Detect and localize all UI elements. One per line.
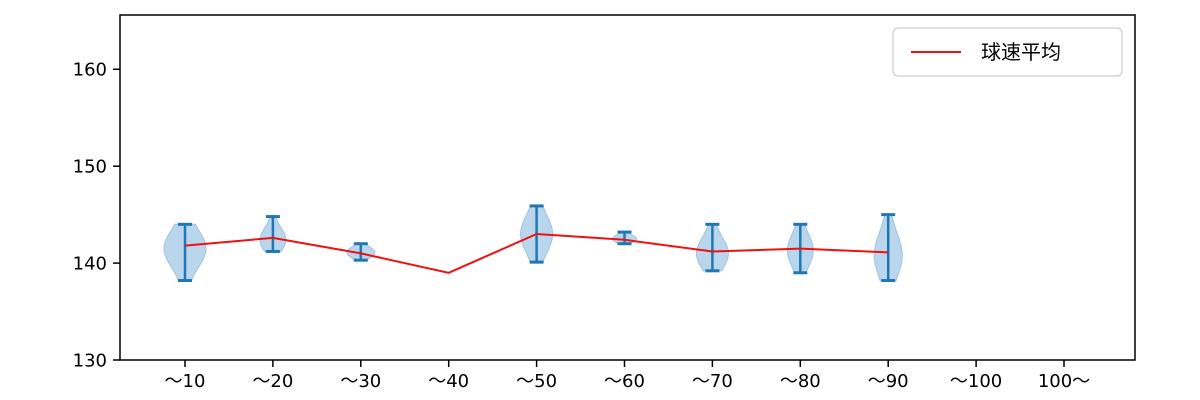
legend-label: 球速平均 bbox=[981, 40, 1061, 64]
y-tick-label: 140 bbox=[73, 253, 107, 274]
y-axis: 130 140 150 160 bbox=[73, 60, 120, 371]
violin bbox=[695, 222, 729, 273]
violin bbox=[873, 213, 903, 283]
y-tick-label: 160 bbox=[73, 60, 107, 81]
x-tick-label: ～70 bbox=[692, 371, 733, 392]
y-tick-label: 130 bbox=[73, 350, 107, 371]
x-tick-label: ～90 bbox=[868, 371, 909, 392]
x-tick-label: ～80 bbox=[780, 371, 821, 392]
x-tick-label: ～50 bbox=[516, 371, 557, 392]
x-tick-label: ～20 bbox=[252, 371, 293, 392]
x-tick-label: 100～ bbox=[1038, 371, 1090, 392]
violin bbox=[346, 242, 376, 262]
violins bbox=[163, 204, 903, 283]
plot-frame bbox=[119, 14, 1136, 361]
legend: 球速平均 bbox=[892, 27, 1123, 77]
violin bbox=[163, 222, 207, 283]
x-tick-label: ～30 bbox=[340, 371, 381, 392]
x-tick-label: ～40 bbox=[428, 371, 469, 392]
y-tick-label: 150 bbox=[73, 156, 107, 177]
mean-line bbox=[184, 232, 889, 274]
x-tick-label: ～100 bbox=[950, 371, 1002, 392]
x-tick-label: ～10 bbox=[165, 371, 206, 392]
violin bbox=[259, 215, 287, 253]
x-axis: ～10 ～20 ～30 ～40 ～50 ～60 ～70 ～80 ～90 ～100 100～ bbox=[165, 360, 1090, 392]
violin bbox=[612, 230, 637, 246]
x-tick-label: ～60 bbox=[604, 371, 645, 392]
legend-box bbox=[892, 27, 1123, 77]
